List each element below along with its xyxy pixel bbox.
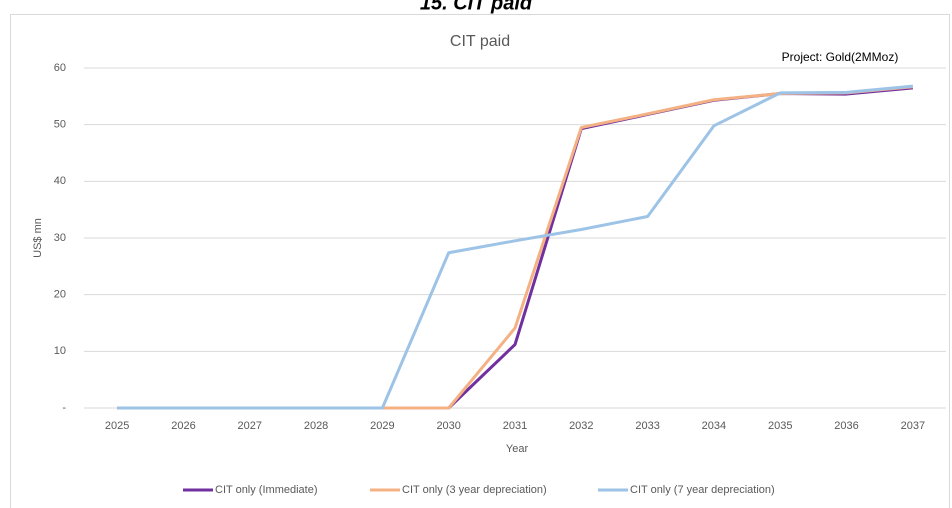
- series-line: [117, 84, 913, 410]
- y-axis-label: US$ mn: [32, 218, 44, 258]
- x-tick-label: 2031: [503, 420, 527, 432]
- series-line: [117, 85, 913, 410]
- x-tick-label: 2029: [370, 420, 394, 432]
- x-axis-label: Year: [506, 443, 529, 455]
- x-tick-label: 2027: [238, 420, 262, 432]
- y-tick-label: 20: [54, 289, 66, 301]
- heading: 15. CIT paid: [420, 0, 533, 14]
- x-tick-label: 2030: [436, 420, 460, 432]
- x-tick-label: 2026: [171, 420, 195, 432]
- y-tick-label: 30: [54, 232, 66, 244]
- y-tick-label: -: [62, 402, 66, 414]
- y-tick-label: 10: [54, 345, 66, 357]
- x-tick-label: 2035: [768, 420, 792, 432]
- x-tick-label: 2032: [569, 420, 593, 432]
- y-tick-label: 40: [54, 175, 66, 187]
- x-tick-label: 2025: [105, 420, 129, 432]
- annotation: Project: Gold(2MMoz): [782, 50, 899, 64]
- y-tick-label: 60: [54, 62, 66, 74]
- x-tick-label: 2033: [635, 420, 659, 432]
- x-tick-label: 2037: [901, 420, 925, 432]
- x-tick-label: 2036: [834, 420, 858, 432]
- x-tick-label: 2028: [304, 420, 328, 432]
- chart-border: [10, 14, 950, 508]
- y-tick-label: 50: [54, 119, 66, 131]
- series-line: [117, 86, 913, 410]
- x-tick-label: 2034: [702, 420, 726, 432]
- chart-title: CIT paid: [450, 33, 510, 50]
- legend-label: CIT only (7 year depreciation): [630, 484, 775, 496]
- legend-label: CIT only (3 year depreciation): [402, 484, 547, 496]
- legend-label: CIT only (Immediate): [215, 484, 318, 496]
